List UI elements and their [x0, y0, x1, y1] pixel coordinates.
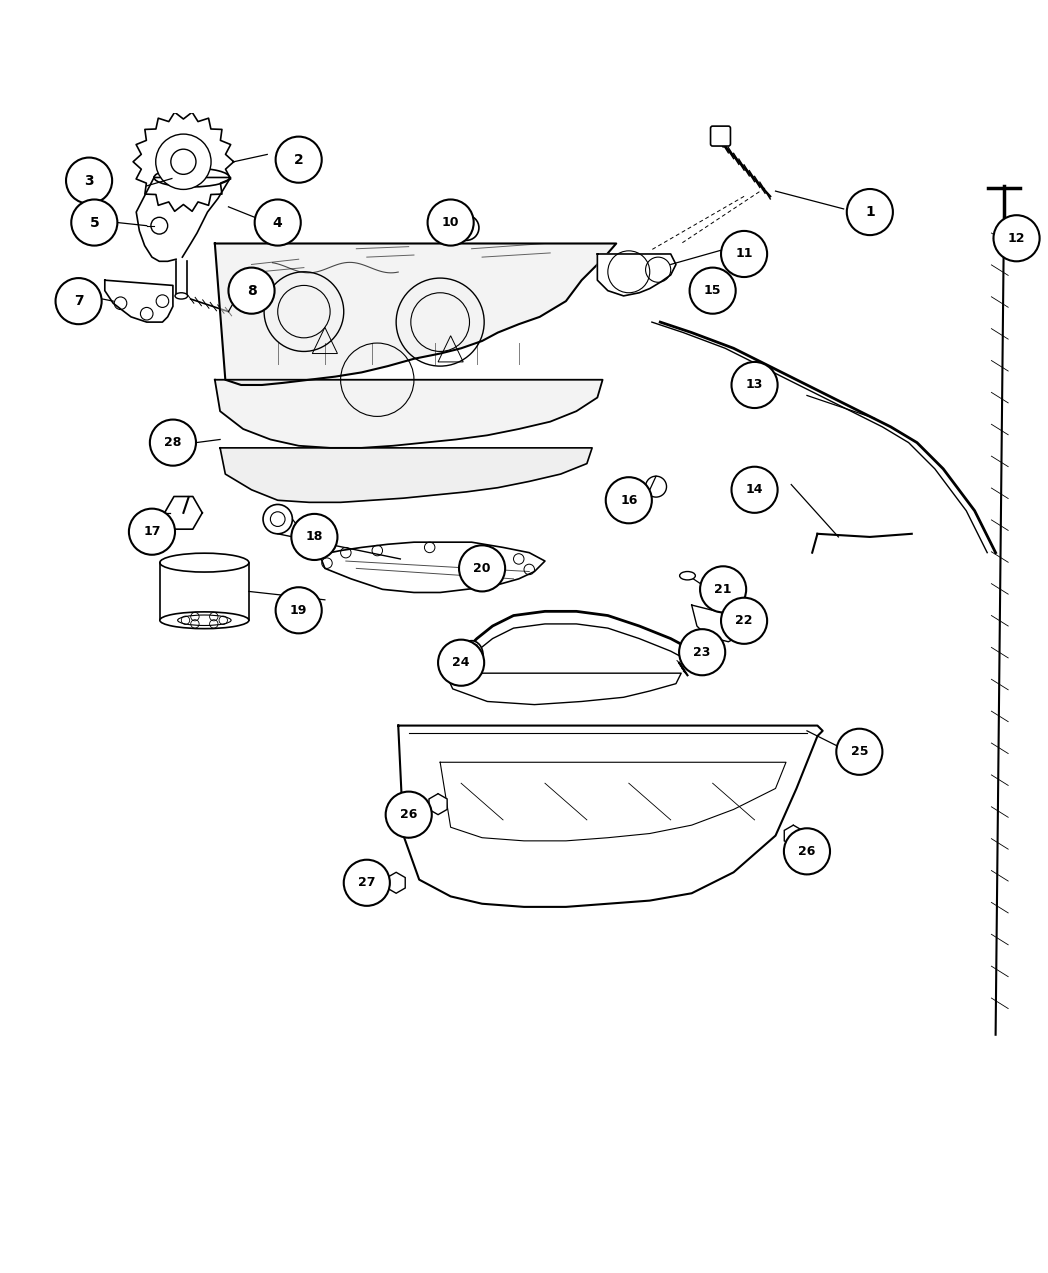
Circle shape [438, 639, 484, 686]
Text: 24: 24 [453, 656, 470, 670]
Polygon shape [133, 112, 234, 211]
FancyBboxPatch shape [711, 126, 730, 146]
Circle shape [56, 278, 102, 325]
Text: 7: 7 [73, 294, 84, 308]
Text: 8: 8 [246, 284, 257, 298]
Circle shape [428, 200, 474, 246]
Polygon shape [215, 243, 616, 384]
Text: 22: 22 [736, 615, 752, 628]
Polygon shape [597, 255, 676, 295]
Text: 18: 18 [306, 531, 323, 544]
Circle shape [255, 200, 301, 246]
Text: 10: 10 [442, 216, 459, 229]
Circle shape [836, 728, 882, 775]
Text: 19: 19 [290, 603, 307, 617]
Ellipse shape [159, 612, 249, 629]
Text: 1: 1 [865, 205, 875, 219]
Text: 13: 13 [746, 378, 763, 392]
Circle shape [156, 134, 211, 190]
Circle shape [690, 267, 736, 313]
Circle shape [679, 629, 725, 675]
Circle shape [386, 792, 432, 838]
Circle shape [66, 158, 112, 204]
Circle shape [276, 587, 322, 634]
Circle shape [263, 504, 292, 533]
Circle shape [732, 362, 778, 409]
Text: 26: 26 [799, 845, 815, 858]
Circle shape [994, 215, 1040, 261]
Polygon shape [165, 496, 202, 530]
Circle shape [171, 149, 196, 174]
Ellipse shape [679, 572, 696, 580]
Polygon shape [215, 379, 603, 448]
Text: 11: 11 [736, 247, 752, 261]
Ellipse shape [178, 615, 232, 625]
Text: 2: 2 [293, 153, 304, 167]
Circle shape [228, 267, 275, 313]
Circle shape [129, 509, 175, 555]
Text: 14: 14 [746, 484, 763, 496]
Text: 15: 15 [704, 284, 721, 297]
Polygon shape [220, 448, 592, 503]
Polygon shape [159, 563, 249, 620]
Circle shape [71, 200, 117, 246]
Circle shape [606, 477, 652, 523]
Circle shape [461, 223, 472, 233]
Circle shape [732, 467, 778, 513]
Text: 4: 4 [272, 215, 283, 229]
Text: 21: 21 [715, 583, 732, 596]
Text: 16: 16 [620, 494, 637, 507]
Circle shape [270, 512, 285, 527]
Text: 3: 3 [84, 173, 94, 187]
Ellipse shape [175, 293, 188, 299]
Text: 27: 27 [358, 876, 375, 890]
Circle shape [692, 279, 708, 295]
Circle shape [847, 188, 893, 236]
Text: 20: 20 [474, 561, 490, 575]
Circle shape [276, 136, 322, 183]
Text: 5: 5 [89, 215, 100, 229]
Text: 17: 17 [144, 526, 160, 538]
Polygon shape [105, 280, 173, 322]
Circle shape [459, 545, 505, 592]
Circle shape [291, 514, 337, 560]
Polygon shape [445, 673, 681, 705]
Circle shape [344, 859, 390, 906]
Circle shape [700, 566, 746, 612]
Circle shape [721, 230, 767, 278]
Text: 28: 28 [165, 437, 181, 449]
Text: 23: 23 [694, 645, 711, 658]
Circle shape [150, 420, 196, 466]
Circle shape [721, 598, 767, 644]
Polygon shape [320, 542, 545, 592]
Ellipse shape [460, 640, 483, 670]
Circle shape [646, 476, 667, 498]
Text: 12: 12 [1008, 232, 1025, 244]
Text: 25: 25 [851, 745, 868, 759]
Circle shape [454, 215, 479, 241]
Ellipse shape [159, 554, 249, 572]
Text: 26: 26 [400, 808, 417, 821]
Polygon shape [398, 726, 823, 906]
Circle shape [784, 829, 830, 875]
